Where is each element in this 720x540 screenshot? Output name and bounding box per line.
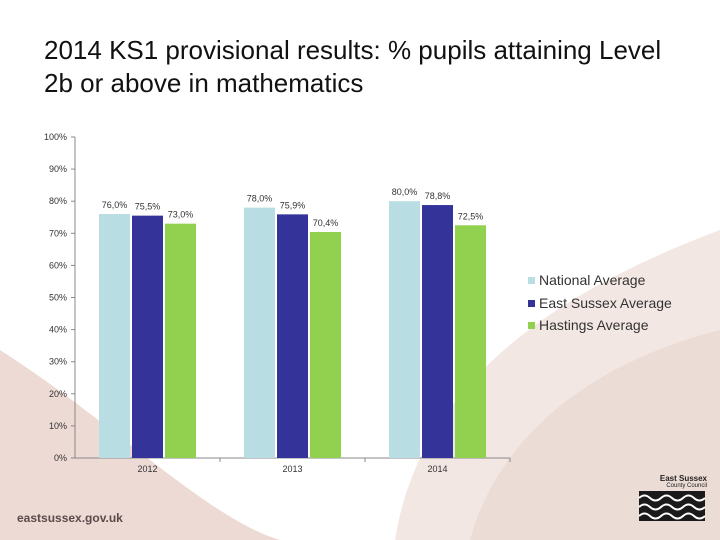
- data-label: 78,0%: [247, 194, 273, 204]
- y-tick-label: 60%: [49, 260, 67, 270]
- y-tick-label: 50%: [49, 293, 67, 303]
- y-tick-label: 90%: [49, 164, 67, 174]
- logo-subtext: County Council: [666, 483, 707, 489]
- bar: [422, 205, 453, 458]
- legend-label: East Sussex Average: [539, 294, 672, 311]
- data-label: 70,4%: [313, 218, 339, 228]
- legend-swatch: [528, 277, 535, 284]
- y-tick-label: 20%: [49, 389, 67, 399]
- legend-label: Hastings Average: [539, 317, 649, 333]
- y-tick-label: 80%: [49, 196, 67, 206]
- bar: [165, 223, 196, 458]
- y-tick-label: 10%: [49, 421, 67, 431]
- logo-waves-icon: [638, 491, 706, 521]
- y-tick-label: 100%: [44, 132, 67, 142]
- legend-swatch: [528, 299, 535, 307]
- legend-label: National Average: [539, 272, 646, 288]
- slide-title: 2014 KS1 provisional results: % pupils a…: [44, 35, 662, 98]
- bar: [277, 214, 308, 458]
- y-tick-label: 30%: [49, 357, 67, 367]
- council-logo: East Sussex County Council: [637, 474, 707, 524]
- data-label: 73,0%: [168, 210, 194, 220]
- data-label: 72,5%: [458, 211, 484, 221]
- data-label: 78,8%: [425, 191, 451, 201]
- logo-text: East Sussex: [659, 474, 707, 483]
- x-tick-label: 2013: [282, 464, 302, 474]
- bar: [99, 214, 130, 458]
- data-label: 80,0%: [392, 187, 418, 197]
- y-tick-label: 40%: [49, 325, 67, 335]
- bar: [244, 207, 275, 458]
- data-label: 76,0%: [102, 200, 128, 210]
- data-label: 75,5%: [135, 202, 161, 212]
- x-tick-label: 2012: [137, 464, 157, 474]
- bar: [310, 232, 341, 458]
- data-label: 75,9%: [280, 200, 306, 210]
- y-tick-label: 70%: [49, 228, 67, 238]
- bar: [389, 201, 420, 458]
- x-tick-label: 2014: [427, 464, 447, 474]
- bar: [132, 215, 163, 458]
- footer-website[interactable]: eastsussex.gov.uk: [17, 511, 123, 525]
- legend-swatch: [528, 322, 535, 329]
- y-tick-label: 0%: [54, 453, 67, 463]
- bar: [455, 225, 486, 458]
